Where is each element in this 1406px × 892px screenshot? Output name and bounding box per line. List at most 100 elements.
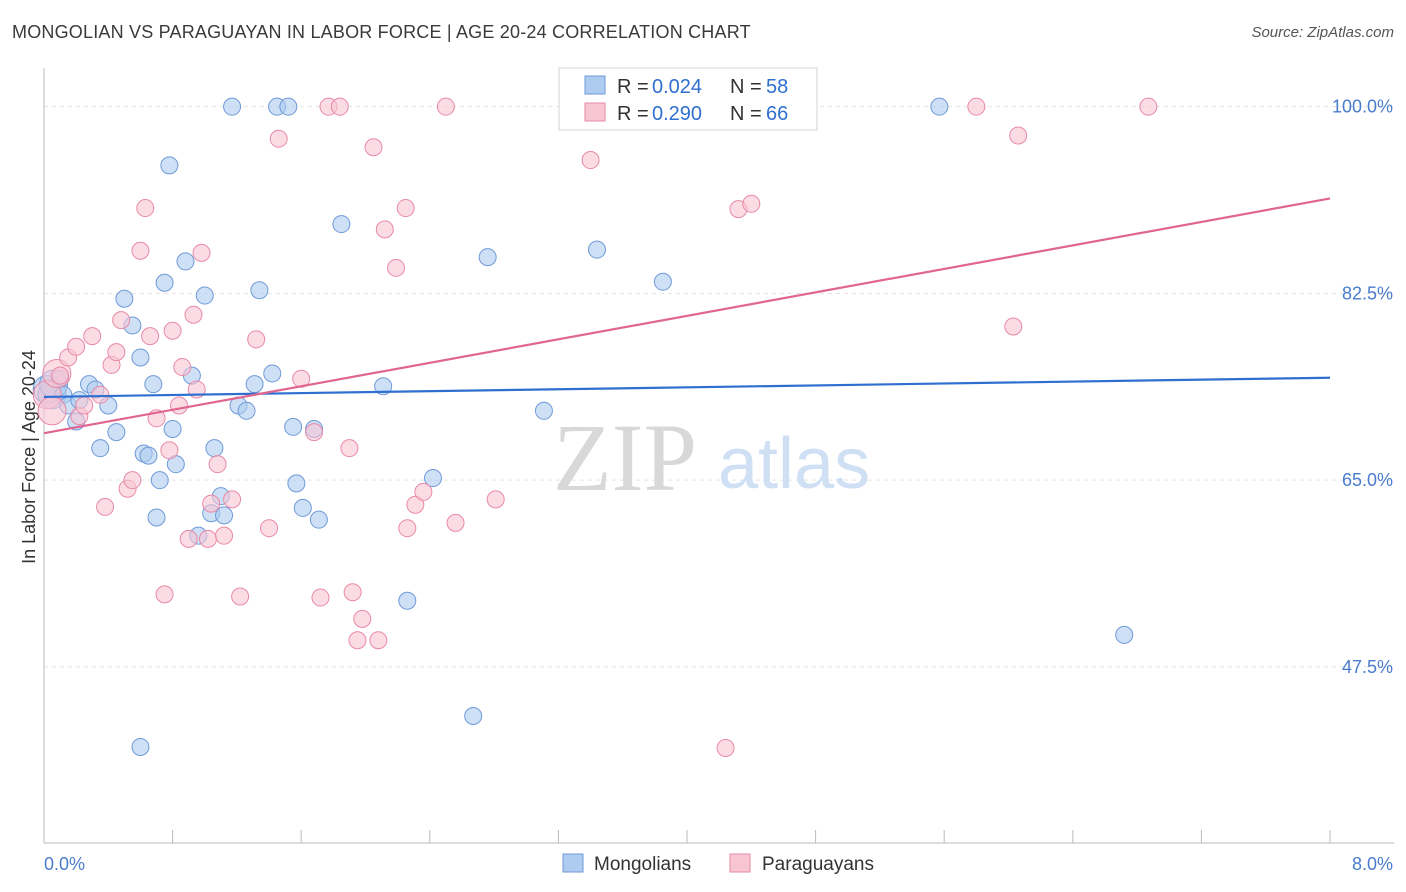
paraguayan-point-42 [330, 97, 349, 116]
paraguayan-point-25 [179, 529, 198, 548]
bottom-legend-label-paraguayans: Paraguayans [762, 854, 874, 875]
watermark: ZIP atlas [553, 404, 870, 511]
paraguayan-point-28 [192, 243, 211, 262]
mongolian-point-43 [293, 498, 312, 517]
paraguayan-point-9 [91, 385, 110, 404]
paraguayan-point-21 [160, 441, 179, 460]
mongolian-point-32 [215, 506, 234, 525]
paraguayan-point-39 [305, 423, 324, 442]
mongolian-point-22 [160, 156, 179, 175]
chart-source: Source: ZipAtlas.com [1251, 24, 1394, 41]
paraguayan-point-58 [581, 151, 600, 170]
mongolian-point-54 [653, 272, 672, 291]
paraguayan-point-18 [141, 327, 160, 346]
mongolian-point-53 [587, 240, 606, 259]
mongolian-point-25 [176, 252, 195, 271]
legend-n-label-1: N = [730, 76, 762, 98]
bottom-legend: Mongolians Paraguayans [562, 853, 874, 875]
paraguayan-point-35 [247, 330, 266, 349]
paraguayan-point-30 [202, 494, 221, 513]
legend-n-value-1: 58 [766, 76, 788, 98]
legend-swatch-paraguayans [584, 102, 606, 122]
paraguayan-point-63 [1004, 317, 1023, 336]
paraguayan-point-64 [1009, 126, 1028, 145]
paraguayan-point-56 [446, 513, 465, 532]
paraguayan-point-54 [414, 482, 433, 501]
paraguayan-point-34 [231, 587, 250, 606]
mongolian-point-19 [147, 508, 166, 527]
x-tick-labels: 0.0% 8.0% [44, 854, 1393, 874]
y-tick-label-0: 100.0% [1332, 97, 1393, 117]
legend-swatch-mongolians [584, 75, 606, 95]
mongolian-point-35 [237, 401, 256, 420]
mongolian-point-13 [115, 289, 134, 308]
legend-r-label-2: R = [617, 103, 649, 125]
mongolian-point-41 [284, 417, 303, 436]
mongolian-point-40 [263, 364, 282, 383]
mongolian-point-37 [250, 281, 269, 300]
paraguayan-point-53 [406, 495, 425, 514]
paraguayan-point-23 [170, 396, 189, 415]
paraguayan-point-52 [398, 519, 417, 538]
paraguayan-point-22 [163, 321, 182, 340]
paraguayan-point-20 [155, 585, 174, 604]
paraguayan-point-3 [51, 366, 70, 385]
paraguayan-point-13 [112, 311, 131, 330]
paraguayan-point-1 [37, 396, 67, 426]
paraguayan-point-44 [343, 583, 362, 602]
paraguayan-point-47 [364, 138, 383, 157]
paraguayan-trend-line [43, 197, 1331, 435]
legend-r-label-1: R = [617, 76, 649, 98]
mongolian-point-21 [155, 273, 174, 292]
mongolian-point-57 [131, 737, 150, 756]
mongolian-point-15 [131, 348, 150, 367]
mongolian-point-23 [163, 419, 182, 438]
paraguayan-point-31 [208, 455, 227, 474]
paraguayan-point-61 [742, 194, 761, 213]
mongolian-point-30 [205, 439, 224, 458]
paraguayan-point-29 [198, 529, 217, 548]
paraguayan-point-16 [131, 241, 150, 260]
paraguayan-point-10 [96, 497, 115, 516]
mongolian-point-12 [107, 423, 126, 442]
paraguayan-point-59 [716, 739, 735, 758]
trend-lines [43, 197, 1331, 435]
paraguayan-point-51 [396, 199, 415, 218]
legend-box: R = 0.024 N = 58 R = 0.290 N = 66 [558, 67, 818, 131]
x-tick-label-0: 0.0% [44, 854, 85, 874]
y-tick-labels: 100.0% 82.5% 65.0% 47.5% [1332, 97, 1393, 677]
paraguayan-point-62 [967, 97, 986, 116]
paraguayan-point-15 [123, 471, 142, 490]
legend-n-label-2: N = [730, 103, 762, 125]
legend-n-value-2: 66 [766, 103, 788, 125]
paraguayan-point-46 [353, 609, 372, 628]
mongolian-point-50 [464, 707, 483, 726]
watermark-atlas: atlas [718, 424, 870, 504]
paraguayan-point-48 [369, 631, 388, 650]
paraguayan-point-45 [348, 631, 367, 650]
mongolian-point-17 [139, 446, 158, 465]
mongolian-point-28 [195, 286, 214, 305]
watermark-zip: ZIP [553, 404, 697, 511]
paraguayan-point-57 [486, 490, 505, 509]
chart-title: MONGOLIAN VS PARAGUAYAN IN LABOR FORCE |… [12, 22, 751, 42]
y-axis-label: In Labor Force | Age 20-24 [19, 350, 39, 564]
paraguayan-point-17 [136, 199, 155, 218]
bottom-legend-swatch-paraguayans [729, 853, 751, 873]
paraguayan-point-12 [107, 343, 126, 362]
paraguayan-point-36 [260, 519, 279, 538]
x-tick-label-1: 8.0% [1352, 854, 1393, 874]
paraguayan-point-49 [375, 220, 394, 239]
legend-r-value-2: 0.290 [652, 103, 702, 125]
paraguayan-point-33 [223, 490, 242, 509]
paraguayan-point-5 [67, 337, 86, 356]
mongolian-point-55 [930, 97, 949, 116]
paraguayan-point-24 [173, 358, 192, 377]
mongolian-point-39 [279, 97, 298, 116]
paraguayan-point-26 [184, 305, 203, 324]
mongolian-point-49 [424, 469, 443, 488]
paraguayan-point-65 [1139, 97, 1158, 116]
paraguayan-point-7 [75, 396, 94, 415]
bottom-legend-label-mongolians: Mongolians [594, 854, 691, 875]
